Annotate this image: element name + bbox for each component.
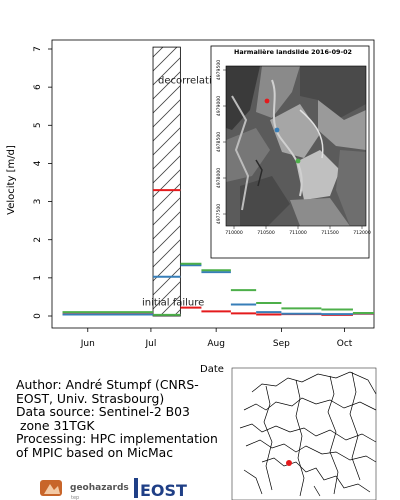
- credits-line-5: Processing: HPC implementation: [16, 431, 218, 447]
- y-tick-label: 4: [33, 160, 43, 166]
- europe-map: [231, 367, 377, 500]
- x-tick-label: Oct: [337, 339, 353, 349]
- inset-x-tick-label: 710500: [257, 230, 275, 236]
- inset-y-tick-label: 4979000: [216, 96, 222, 117]
- inset-terrain: [226, 66, 366, 226]
- y-tick-label: 5: [33, 122, 43, 128]
- axes-layer: 0 1 2 3 4 5 6 7 Jun Jul Aug Sep Oct: [33, 39, 375, 349]
- y-tick-label: 2: [33, 237, 43, 243]
- inset-y-tick-label: 4977500: [216, 204, 222, 225]
- y-tick-label: 3: [33, 199, 43, 205]
- x-tick-label: Sep: [273, 339, 290, 349]
- inset-title: Harmalière landslide 2016-09-02: [234, 48, 352, 56]
- credits-line-1: Author: André Stumpf (CNRS-: [16, 377, 199, 392]
- credits-line-3: Data source: Sentinel-2 B03: [16, 404, 190, 420]
- inset-point-green: [295, 158, 301, 164]
- credits-line-2: EOST, Univ. Strasbourg): [16, 390, 165, 406]
- x-tick-label: Jul: [144, 339, 156, 349]
- x-tick-label: Aug: [207, 339, 225, 349]
- annotation-decorrelation: decorrelation: [158, 75, 224, 86]
- logos: geohazards tep EOST: [40, 478, 187, 500]
- credits-line-4: zone 31TGK: [16, 417, 95, 433]
- inset-x-tick-label: 711000: [289, 230, 307, 236]
- x-axis-label: Date: [200, 364, 224, 375]
- geohazards-logo: geohazards tep: [40, 480, 129, 500]
- map-marker: [286, 460, 292, 466]
- inset-ticks: 710000 710500 711000 711500 712000 4977500 497…: [216, 60, 371, 236]
- y-axis-label: Velocity [m/d]: [6, 145, 17, 215]
- series-layer: [62, 189, 374, 316]
- inset-y-tick-label: 4979500: [216, 60, 222, 81]
- inset-point-red: [264, 98, 270, 104]
- plot-frame: [51, 39, 375, 329]
- x-tick-label: Jun: [80, 339, 95, 349]
- hatched-period: [152, 46, 181, 317]
- inset-map: Harmalière landslide 2016-09-02 710000 71…: [210, 45, 371, 259]
- credits: Author: André Stumpf (CNRS- EOST, Univ. …: [16, 378, 241, 460]
- y-tick-label: 1: [33, 275, 43, 281]
- y-tick-label: 7: [33, 46, 43, 52]
- geohazards-logo-sub: tep: [71, 495, 79, 500]
- y-tick-label: 0: [33, 313, 43, 319]
- annotation-initial-failure: initial failure: [142, 297, 204, 308]
- eost-logo-text: EOST: [140, 481, 187, 500]
- y-tick-label: 6: [33, 84, 43, 90]
- inset-y-tick-label: 4978500: [216, 132, 222, 153]
- inset-point-blue: [274, 127, 280, 133]
- inset-y-tick-label: 4978000: [216, 168, 222, 189]
- credits-line-6: of MPIC based on MicMac: [16, 444, 174, 460]
- eost-logo: EOST: [134, 478, 187, 500]
- geohazards-logo-text: geohazards: [70, 483, 129, 493]
- inset-x-tick-label: 711500: [321, 230, 339, 236]
- inset-x-tick-label: 712000: [353, 230, 371, 236]
- inset-x-tick-label: 710000: [225, 230, 243, 236]
